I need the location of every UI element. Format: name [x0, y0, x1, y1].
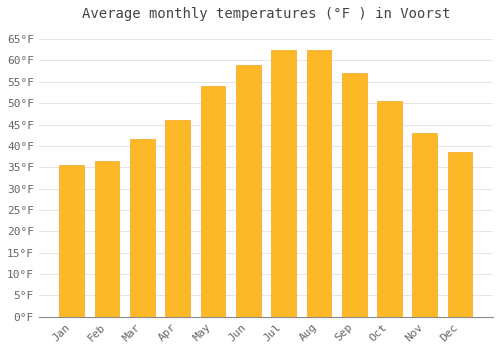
Title: Average monthly temperatures (°F ) in Voorst: Average monthly temperatures (°F ) in Vo… [82, 7, 450, 21]
Bar [94, 161, 120, 317]
Bar [306, 50, 331, 317]
Bar [377, 101, 402, 317]
Bar [236, 65, 260, 317]
Bar [271, 50, 296, 317]
Bar [448, 152, 472, 317]
Bar [130, 140, 155, 317]
Bar [200, 86, 226, 317]
Bar [60, 165, 84, 317]
Bar [342, 73, 366, 317]
Bar [166, 120, 190, 317]
Bar [412, 133, 437, 317]
